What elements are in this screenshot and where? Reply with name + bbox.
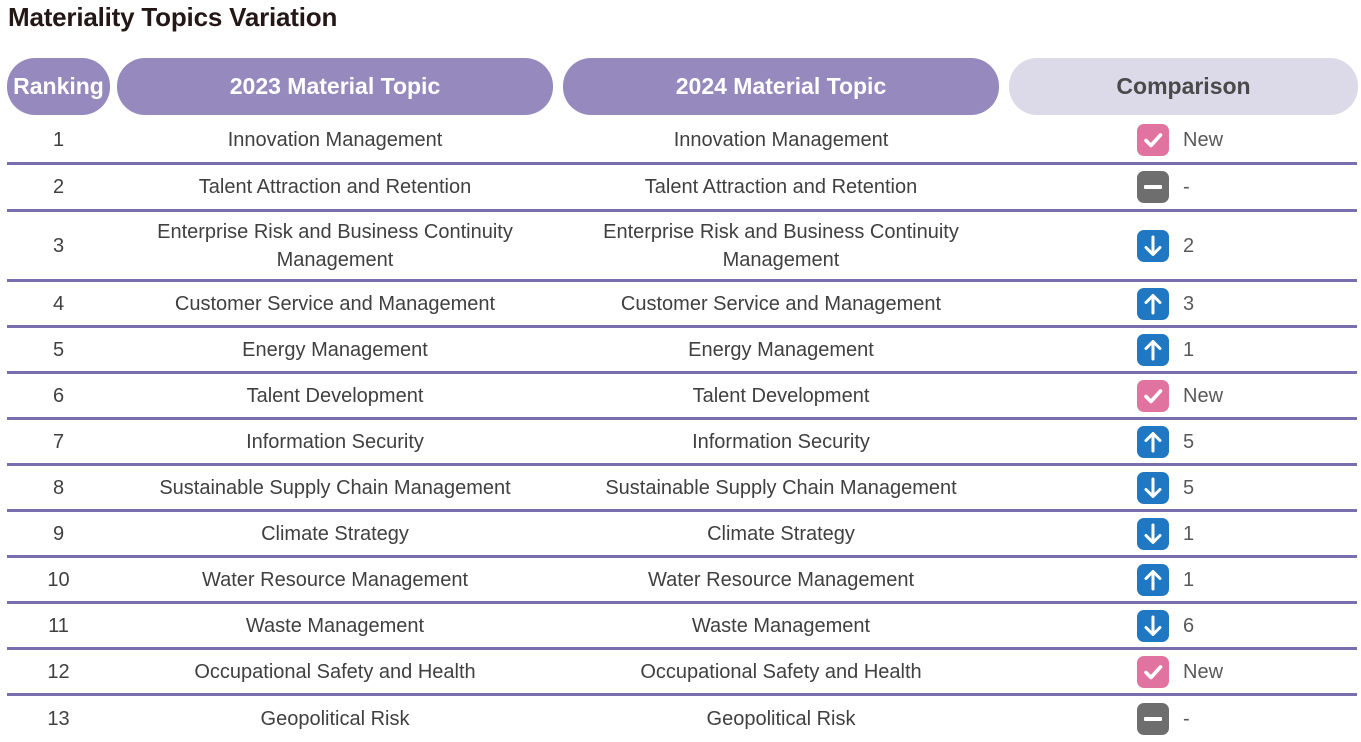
topic-2023-cell: Climate Strategy <box>261 522 409 545</box>
topic-2024-cell: Occupational Safety and Health <box>640 660 922 683</box>
arrow-up-icon <box>1137 563 1169 596</box>
comparison-value: 6 <box>1183 614 1195 637</box>
comparison-value: 1 <box>1183 522 1195 545</box>
topic-2024-cell: Climate Strategy <box>707 522 855 545</box>
rank-cell: 5 <box>52 338 65 361</box>
header-2023-topic: 2023 Material Topic <box>117 58 553 115</box>
topic-2023-cell: Talent Development <box>246 384 424 407</box>
topic-2023-cell: Occupational Safety and Health <box>194 660 476 683</box>
comparison-value: New <box>1183 129 1224 151</box>
comparison-value: New <box>1183 384 1224 407</box>
arrow-up-icon <box>1137 333 1169 366</box>
comparison-cell: New <box>1137 650 1357 693</box>
table-row: 7 Information Security Information Securit… <box>7 420 1357 466</box>
rank-cell: 4 <box>52 292 65 315</box>
check-icon <box>1137 124 1169 156</box>
table-row: 8 Sustainable Supply Chain Management Sust… <box>7 466 1357 512</box>
comparison-cell: 5 <box>1137 466 1357 509</box>
arrow-up-icon <box>1137 287 1169 320</box>
comparison-cell: 1 <box>1137 512 1357 555</box>
header-comparison: Comparison <box>1009 58 1358 115</box>
topic-2023-cell: Talent Attraction and Retention <box>198 176 472 198</box>
comparison-cell: 6 <box>1137 604 1357 647</box>
table-row: 4 Customer Service and Management Customer… <box>7 282 1357 328</box>
comparison-value: 1 <box>1183 568 1195 591</box>
page-title: Materiality Topics Variation <box>8 2 338 32</box>
table-row: 12 Occupational Safety and Health Occupati… <box>7 650 1357 696</box>
rank-cell: 12 <box>47 660 70 683</box>
topic-2023-cell: Water Resource Management <box>201 568 469 591</box>
comparison-value: 5 <box>1183 430 1195 453</box>
topic-2024-cell: Innovation Management <box>673 129 889 151</box>
topic-2024-cell: Enterprise Risk and Business Continuity … <box>603 220 959 271</box>
comparison-cell: 5 <box>1137 420 1357 463</box>
arrow-down-icon <box>1137 229 1169 262</box>
comparison-cell: - <box>1137 165 1357 209</box>
table-row: 6 Talent Development Talent Development New <box>7 374 1357 420</box>
comparison-cell: New <box>1137 118 1357 162</box>
topic-2024-cell: Customer Service and Management <box>620 292 942 315</box>
topic-2024-cell: Information Security <box>692 430 870 453</box>
topic-2023-cell: Sustainable Supply Chain Management <box>159 476 511 499</box>
arrow-down-icon <box>1137 471 1169 504</box>
table-body: 1 Innovation Management Innovation Managem… <box>7 118 1357 742</box>
topic-2024-cell: Talent Attraction and Retention <box>644 176 918 198</box>
topic-2024-cell: Sustainable Supply Chain Management <box>605 476 957 499</box>
comparison-cell: 3 <box>1137 282 1357 325</box>
minus-icon <box>1137 703 1169 735</box>
minus-icon <box>1137 171 1169 203</box>
topic-2023-cell: Geopolitical Risk <box>260 708 410 730</box>
topic-2023-cell: Information Security <box>246 430 424 453</box>
comparison-value: 1 <box>1183 338 1195 361</box>
topic-2023-cell: Enterprise Risk and Business Continuity … <box>157 220 513 271</box>
rank-cell: 3 <box>52 234 65 257</box>
topic-2024-cell: Energy Management <box>688 338 874 361</box>
table-row: 2 Talent Attraction and Retention Talent A… <box>7 165 1357 212</box>
arrow-down-icon <box>1137 517 1169 550</box>
topic-2023-cell: Waste Management <box>245 614 425 637</box>
comparison-cell: 2 <box>1137 212 1357 279</box>
table-row: 10 Water Resource Management Water Resourc… <box>7 558 1357 604</box>
header-2024-topic: 2024 Material Topic <box>563 58 999 115</box>
comparison-cell: 1 <box>1137 328 1357 371</box>
rank-cell: 6 <box>52 384 65 407</box>
rank-cell: 13 <box>47 708 70 730</box>
rank-cell: 8 <box>52 476 65 499</box>
table-row: 5 Energy Management Energy Management 1 <box>7 328 1357 374</box>
comparison-cell: - <box>1137 696 1357 742</box>
comparison-value: New <box>1183 660 1224 683</box>
rank-cell: 1 <box>52 129 65 151</box>
topic-2023-cell: Customer Service and Management <box>174 292 496 315</box>
check-icon <box>1137 379 1169 412</box>
rank-cell: 10 <box>47 568 70 591</box>
topic-2024-cell: Geopolitical Risk <box>706 708 856 730</box>
topic-2023-cell: Innovation Management <box>227 129 443 151</box>
arrow-up-icon <box>1137 425 1169 458</box>
arrow-down-icon <box>1137 609 1169 642</box>
rank-cell: 2 <box>52 176 65 198</box>
table-row: 9 Climate Strategy Climate Strategy 1 <box>7 512 1357 558</box>
topic-2024-cell: Water Resource Management <box>647 568 915 591</box>
rank-cell: 9 <box>52 522 65 545</box>
table-row: 1 Innovation Management Innovation Managem… <box>7 118 1357 165</box>
check-icon <box>1137 655 1169 688</box>
comparison-value: - <box>1183 708 1190 730</box>
comparison-value: 3 <box>1183 292 1195 315</box>
comparison-cell: New <box>1137 374 1357 417</box>
topic-2023-cell: Energy Management <box>242 338 428 361</box>
header-ranking: Ranking <box>7 58 110 115</box>
comparison-cell: 1 <box>1137 558 1357 601</box>
comparison-value: - <box>1183 176 1190 198</box>
rank-cell: 7 <box>52 430 65 453</box>
comparison-value: 5 <box>1183 476 1195 499</box>
table-row: 13 Geopolitical Risk Geopolitical Risk - <box>7 696 1357 742</box>
comparison-value: 2 <box>1183 234 1195 257</box>
table-row: 11 Waste Management Waste Management 6 <box>7 604 1357 650</box>
rank-cell: 11 <box>48 614 69 637</box>
table-row: 3 Enterprise Risk and Business Continuity… <box>7 212 1357 282</box>
topic-2024-cell: Talent Development <box>692 384 870 407</box>
topic-2024-cell: Waste Management <box>691 614 871 637</box>
